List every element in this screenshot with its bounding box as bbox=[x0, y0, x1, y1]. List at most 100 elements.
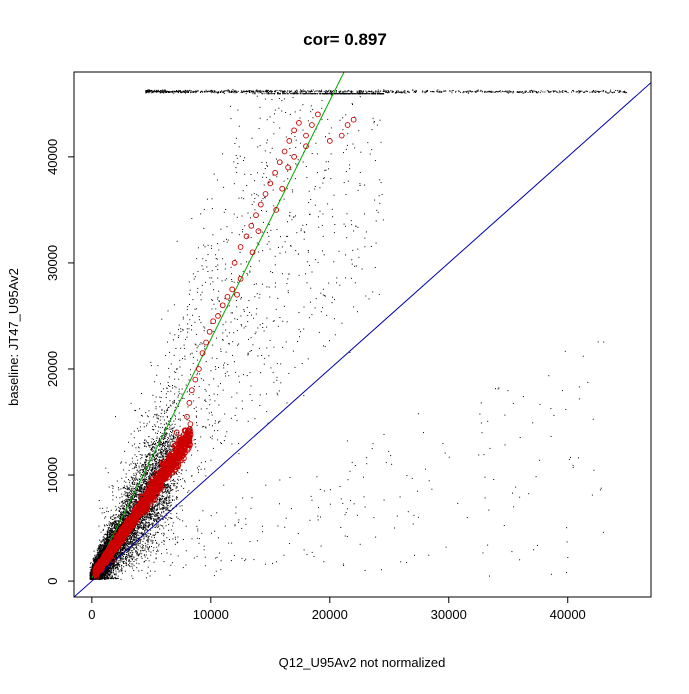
data-point bbox=[167, 490, 168, 491]
data-point bbox=[131, 492, 133, 494]
data-point bbox=[152, 465, 154, 467]
data-point bbox=[156, 466, 158, 468]
data-point bbox=[159, 427, 161, 429]
data-point bbox=[112, 519, 114, 521]
data-point bbox=[125, 551, 127, 553]
data-point bbox=[140, 522, 142, 524]
data-point bbox=[136, 554, 138, 556]
data-point bbox=[137, 494, 139, 495]
data-point bbox=[166, 450, 168, 452]
data-point bbox=[158, 452, 160, 454]
data-point bbox=[113, 517, 115, 519]
data-point bbox=[125, 514, 127, 516]
data-point bbox=[158, 466, 160, 468]
data-point bbox=[148, 506, 150, 508]
data-point bbox=[144, 481, 146, 483]
data-point bbox=[101, 545, 103, 547]
data-point bbox=[149, 455, 151, 457]
data-point bbox=[177, 418, 179, 420]
data-point bbox=[168, 484, 170, 486]
data-point bbox=[135, 493, 137, 495]
data-point bbox=[138, 523, 140, 525]
data-point bbox=[146, 473, 148, 475]
data-point bbox=[154, 474, 156, 476]
data-point bbox=[147, 538, 149, 540]
data-point bbox=[160, 499, 162, 501]
data-point bbox=[142, 515, 144, 517]
data-point bbox=[159, 443, 161, 445]
data-point bbox=[184, 462, 186, 464]
data-point bbox=[147, 532, 149, 534]
data-point bbox=[161, 496, 163, 498]
data-point bbox=[110, 533, 112, 535]
data-point bbox=[146, 472, 148, 474]
data-point bbox=[141, 544, 143, 546]
data-point bbox=[133, 503, 135, 505]
data-point bbox=[130, 505, 132, 507]
data-point bbox=[144, 488, 146, 490]
data-point bbox=[146, 469, 148, 471]
data-point bbox=[92, 565, 94, 567]
data-point bbox=[135, 537, 137, 539]
data-point bbox=[111, 534, 112, 536]
data-point bbox=[171, 432, 173, 433]
data-point bbox=[132, 551, 134, 553]
data-point bbox=[162, 426, 164, 428]
data-point bbox=[115, 564, 117, 565]
data-point bbox=[160, 423, 162, 425]
data-point bbox=[162, 505, 164, 507]
data-point bbox=[149, 533, 151, 535]
data-point bbox=[125, 539, 127, 541]
data-point bbox=[115, 561, 117, 563]
data-point bbox=[105, 543, 107, 544]
data-point bbox=[162, 506, 164, 508]
data-point bbox=[145, 559, 147, 561]
data-point bbox=[165, 509, 167, 511]
data-point bbox=[108, 532, 110, 534]
data-point bbox=[165, 525, 167, 527]
data-point bbox=[104, 540, 106, 542]
data-point bbox=[130, 501, 132, 502]
data-point bbox=[117, 562, 119, 564]
data-point bbox=[122, 558, 124, 560]
data-point bbox=[154, 462, 156, 464]
data-point bbox=[141, 569, 143, 571]
data-point bbox=[147, 469, 149, 471]
data-point bbox=[122, 561, 124, 563]
data-point bbox=[182, 478, 184, 480]
data-point bbox=[125, 540, 126, 542]
data-point bbox=[119, 561, 121, 563]
data-point bbox=[90, 570, 92, 572]
data-point bbox=[131, 489, 133, 491]
data-point bbox=[167, 441, 169, 443]
data-point bbox=[99, 545, 101, 547]
data-point bbox=[117, 516, 118, 518]
data-point bbox=[107, 541, 109, 543]
data-point bbox=[152, 450, 154, 452]
data-point bbox=[141, 522, 143, 524]
data-point bbox=[128, 553, 130, 554]
data-point bbox=[147, 470, 149, 472]
data-point bbox=[164, 450, 166, 452]
data-point bbox=[159, 514, 161, 516]
data-point bbox=[164, 449, 166, 450]
data-point bbox=[92, 564, 94, 566]
data-point bbox=[129, 533, 131, 535]
data-point bbox=[143, 466, 145, 468]
data-point bbox=[174, 485, 176, 487]
data-point bbox=[132, 461, 134, 463]
data-point bbox=[153, 443, 155, 445]
data-point bbox=[136, 553, 138, 555]
data-point bbox=[130, 560, 132, 562]
data-point bbox=[130, 555, 132, 557]
data-point bbox=[140, 527, 142, 529]
data-point bbox=[146, 513, 148, 515]
data-point bbox=[125, 561, 127, 563]
data-point bbox=[141, 485, 143, 487]
data-point bbox=[123, 500, 125, 501]
data-point bbox=[156, 519, 158, 520]
data-point bbox=[144, 515, 146, 517]
data-point bbox=[164, 432, 166, 434]
data-point bbox=[142, 464, 144, 465]
data-point bbox=[168, 539, 170, 540]
